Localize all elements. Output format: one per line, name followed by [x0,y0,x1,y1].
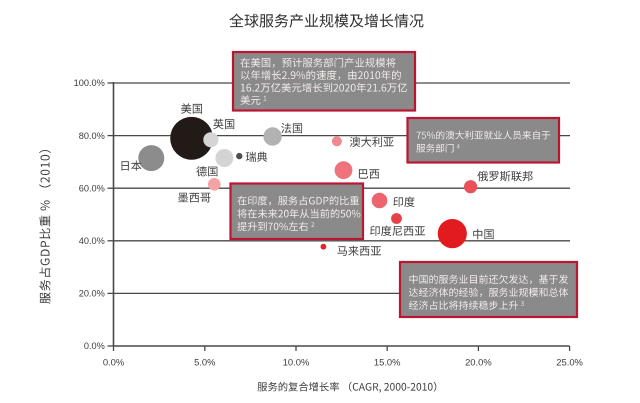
svg-text:5.0%: 5.0% [194,356,215,367]
svg-text:10.0%: 10.0% [283,356,310,367]
svg-text:60.0%: 60.0% [79,183,105,193]
svg-text:20.0%: 20.0% [79,289,105,299]
svg-text:25.0%: 25.0% [556,356,583,367]
svg-text:40.0%: 40.0% [79,236,105,246]
svg-text:15.0%: 15.0% [374,356,401,367]
svg-text:80.0%: 80.0% [79,131,105,141]
svg-text:0.0%: 0.0% [103,356,124,367]
svg-text:100.0%: 100.0% [74,78,105,88]
svg-text:20.0%: 20.0% [465,356,492,367]
svg-text:0.0%: 0.0% [84,341,105,351]
